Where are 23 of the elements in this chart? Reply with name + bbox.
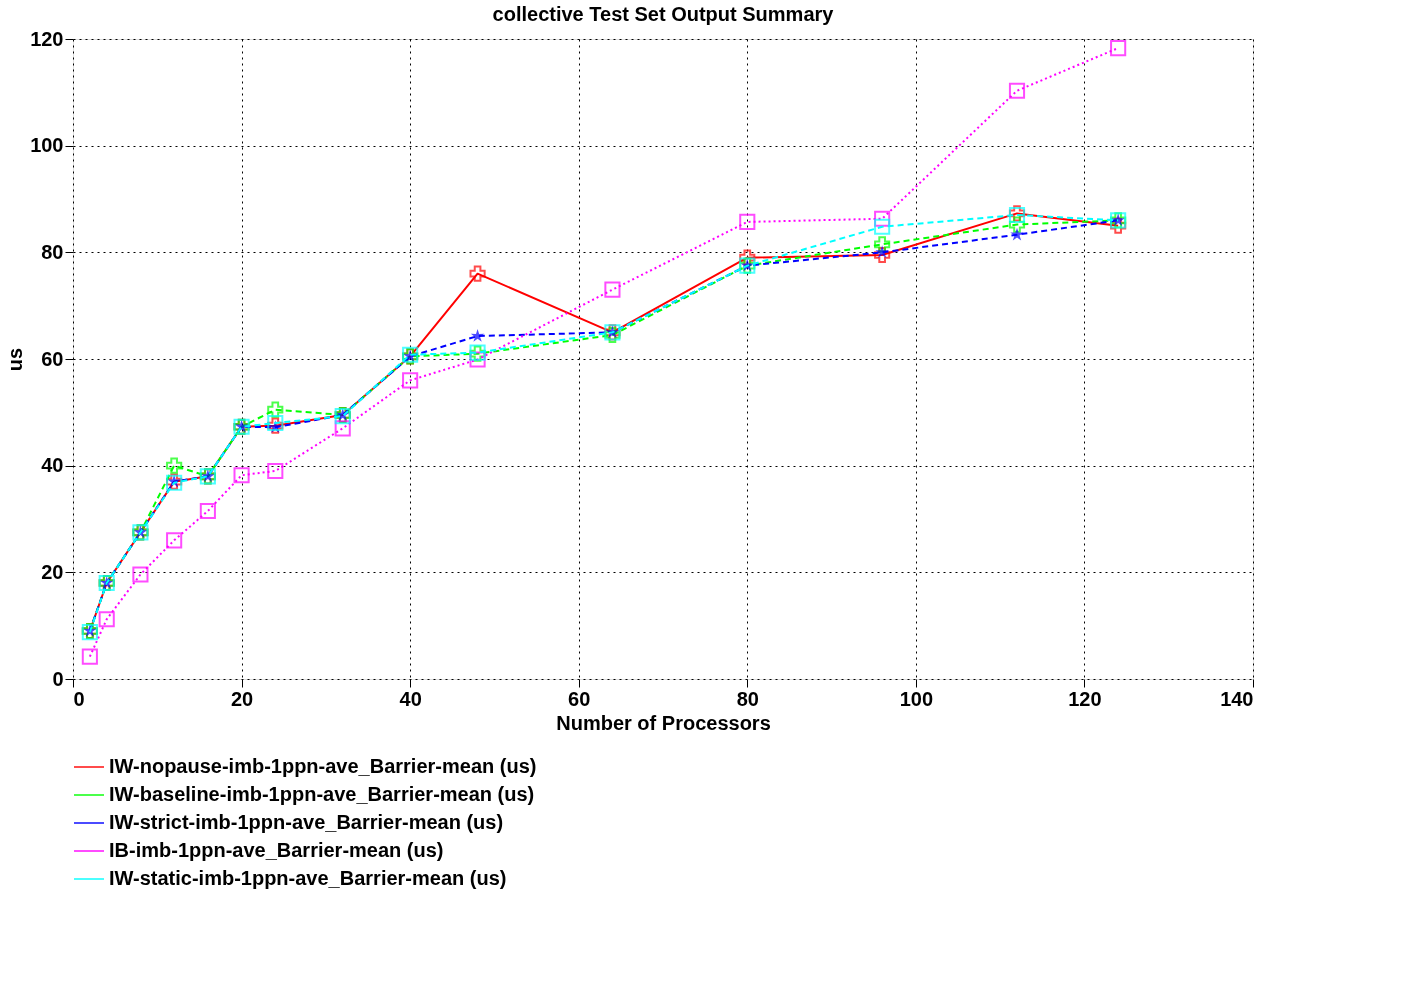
y-axis-title: us [4,347,27,372]
x-axis-title: Number of Processors [556,711,771,734]
x-tick-label: 100 [899,687,934,710]
x-tick-label: 80 [736,687,759,710]
y-tick-label: 0 [52,667,64,690]
x-tick-label: 20 [230,687,254,710]
legend-label: IW-baseline-imb-1ppn-ave_Barrier-mean (us) [109,783,535,805]
x-tick-label: 40 [399,687,422,710]
y-tick-label: 120 [30,27,64,50]
legend-label: IW-static-imb-1ppn-ave_Barrier-mean (us) [109,867,507,889]
x-tick-label: 0 [73,687,85,710]
y-tick-label: 100 [30,134,64,157]
legend-label: IW-strict-imb-1ppn-ave_Barrier-mean (us) [109,811,504,833]
chart-title: collective Test Set Output Summary [492,3,835,25]
legend-label: IB-imb-1ppn-ave_Barrier-mean (us) [109,839,444,861]
y-tick-label: 60 [41,347,64,370]
x-tick-label: 140 [1220,687,1254,710]
y-tick-label: 40 [41,454,64,477]
y-tick-label: 20 [41,560,64,583]
x-tick-label: 60 [568,687,591,710]
x-tick-label: 120 [1068,687,1102,710]
legend-label: IW-nopause-imb-1ppn-ave_Barrier-mean (us) [109,755,537,777]
y-tick-label: 80 [41,240,64,263]
